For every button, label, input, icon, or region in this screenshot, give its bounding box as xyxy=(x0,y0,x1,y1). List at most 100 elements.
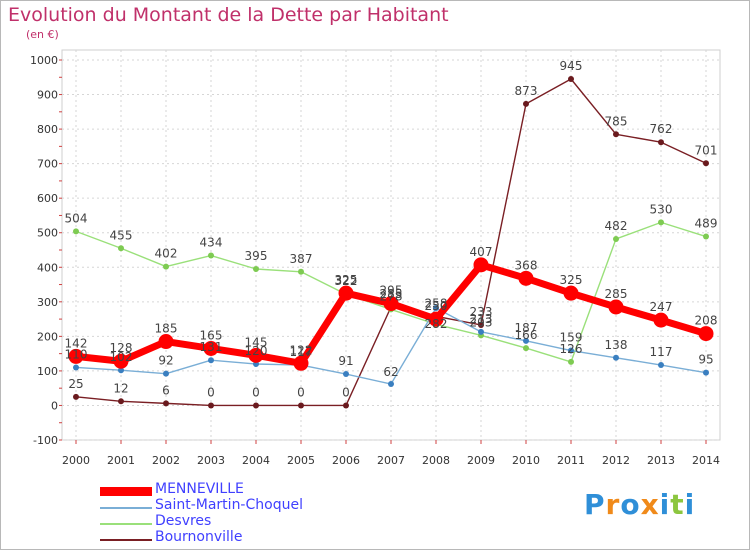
line-chart: -100010020030040050060070080090010002000… xyxy=(30,49,721,467)
data-label: 285 xyxy=(380,287,403,301)
data-label: 395 xyxy=(245,249,268,263)
data-label: 117 xyxy=(290,345,313,359)
data-label: 455 xyxy=(110,228,133,242)
data-point xyxy=(208,402,214,409)
x-tick-label: 2014 xyxy=(692,454,720,467)
x-tick-label: 2011 xyxy=(557,454,585,467)
data-label: 368 xyxy=(515,258,538,272)
y-tick-label: 500 xyxy=(37,227,58,240)
data-point xyxy=(518,270,534,286)
data-label: 282 xyxy=(425,317,448,331)
y-tick-label: 400 xyxy=(37,261,58,274)
x-tick-label: 2000 xyxy=(62,454,90,467)
data-point xyxy=(113,353,129,369)
data-point xyxy=(613,354,619,361)
data-label: 120 xyxy=(245,344,268,358)
y-tick-label: -100 xyxy=(33,434,58,447)
legend-label: Bournonville xyxy=(155,529,243,545)
data-point xyxy=(478,321,484,328)
data-label: 402 xyxy=(155,247,178,261)
unit-label: (en €) xyxy=(26,28,59,41)
data-label: 102 xyxy=(110,350,133,364)
legend-label: MENNEVILLE xyxy=(155,481,244,497)
data-point xyxy=(203,340,219,356)
data-label: 92 xyxy=(158,354,173,368)
y-tick-label: 200 xyxy=(37,330,58,343)
data-point xyxy=(568,76,574,82)
legend-swatch xyxy=(100,539,152,541)
x-tick-label: 2013 xyxy=(647,454,675,467)
data-label: 0 xyxy=(342,385,350,399)
data-point xyxy=(68,348,84,364)
data-label: 247 xyxy=(650,300,673,314)
data-point xyxy=(118,245,124,252)
data-label: 6 xyxy=(162,383,170,397)
x-tick-label: 2002 xyxy=(152,454,180,467)
data-label: 258 xyxy=(425,296,448,310)
data-point xyxy=(608,299,624,315)
data-point xyxy=(163,400,169,407)
data-point xyxy=(338,285,354,301)
data-point xyxy=(613,131,619,138)
data-label: 785 xyxy=(605,114,628,128)
data-label: 322 xyxy=(335,274,358,288)
data-label: 482 xyxy=(605,219,628,233)
x-tick-label: 2006 xyxy=(332,454,360,467)
data-point xyxy=(658,362,664,369)
data-point xyxy=(118,398,124,405)
data-label: 131 xyxy=(200,340,223,354)
logo-letter: t xyxy=(670,488,685,521)
data-point xyxy=(658,139,664,146)
logo-letter: P xyxy=(584,488,606,521)
data-point xyxy=(163,263,169,270)
y-tick-label: 700 xyxy=(37,158,58,171)
data-label: 325 xyxy=(335,273,358,287)
x-tick-label: 2004 xyxy=(242,454,270,467)
data-point xyxy=(383,296,399,312)
data-label: 159 xyxy=(560,331,583,345)
data-point xyxy=(388,381,394,388)
data-label: 701 xyxy=(695,143,718,157)
data-label: 145 xyxy=(245,335,268,349)
data-point xyxy=(158,334,174,350)
y-tick-label: 0 xyxy=(51,399,58,412)
data-label: 126 xyxy=(560,342,583,356)
data-point xyxy=(563,285,579,301)
data-label: 945 xyxy=(560,59,583,73)
data-point xyxy=(703,369,709,376)
y-tick-label: 100 xyxy=(37,365,58,378)
data-label: 489 xyxy=(695,217,718,231)
data-label: 91 xyxy=(338,354,353,368)
data-point xyxy=(343,371,349,378)
data-label: 233 xyxy=(470,305,493,319)
x-tick-label: 2007 xyxy=(377,454,405,467)
data-point xyxy=(73,228,79,235)
x-tick-label: 2001 xyxy=(107,454,135,467)
y-tick-label: 300 xyxy=(37,296,58,309)
data-point xyxy=(118,367,124,374)
data-label: 0 xyxy=(207,385,215,399)
data-point xyxy=(73,364,79,371)
proxiti-logo: Proxiti xyxy=(584,488,695,521)
data-point xyxy=(208,252,214,259)
data-point xyxy=(653,312,669,328)
data-label: 0 xyxy=(297,385,305,399)
data-point xyxy=(523,337,529,344)
y-tick-label: 600 xyxy=(37,192,58,205)
data-label: 434 xyxy=(200,236,223,250)
legend-label: Saint-Martin-Choquel xyxy=(155,497,303,513)
data-label: 165 xyxy=(200,328,223,342)
legend-swatch xyxy=(100,507,152,509)
data-label: 110 xyxy=(65,347,88,361)
logo-letter: o xyxy=(620,488,641,521)
logo-letter: x xyxy=(640,488,660,521)
x-tick-label: 2012 xyxy=(602,454,630,467)
legend-swatch xyxy=(100,487,152,496)
data-label: 295 xyxy=(380,284,403,298)
data-label: 208 xyxy=(695,314,718,328)
data-point xyxy=(293,355,309,371)
data-point xyxy=(73,393,79,400)
x-tick-label: 2010 xyxy=(512,454,540,467)
data-point xyxy=(473,257,489,273)
x-tick-label: 2008 xyxy=(422,454,450,467)
